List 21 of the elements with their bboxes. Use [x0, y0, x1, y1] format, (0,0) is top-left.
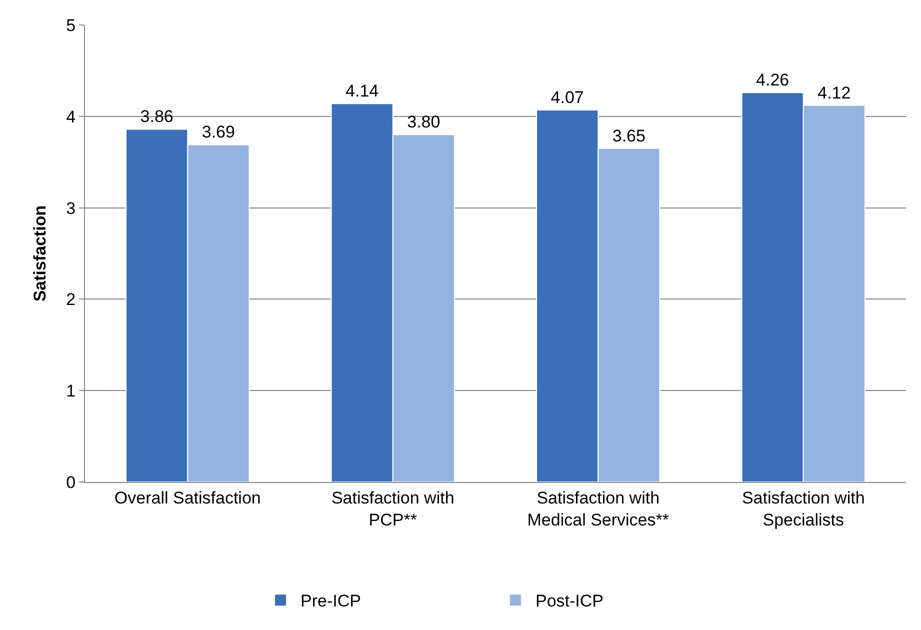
data-label: 4.12 [818, 83, 851, 102]
legend-label: Pre-ICP [300, 592, 361, 611]
y-tick-label: 3 [66, 198, 76, 218]
data-label: 3.80 [407, 112, 440, 132]
y-tick-label: 5 [66, 16, 76, 35]
data-label: 3.86 [140, 107, 174, 126]
x-tick-label: Satisfaction with Medical Services** [527, 488, 670, 530]
y-tick-label: 2 [66, 290, 76, 310]
data-label: 3.65 [612, 126, 646, 146]
legend-label: Post-ICP [536, 592, 604, 611]
x-tick-label: Overall Satisfaction [114, 488, 261, 508]
x-tick-label: Satisfaction with PCP** [331, 488, 454, 530]
y-tick-label: 1 [66, 382, 76, 401]
y-tick-label: 0 [66, 472, 76, 492]
data-label: 4.07 [550, 88, 584, 107]
y-axis-title: Satisfaction [30, 205, 50, 302]
data-label: 4.26 [756, 70, 790, 90]
data-label: 4.14 [346, 82, 379, 101]
x-tick-label: Satisfaction with Specialists [742, 488, 865, 530]
data-label: 3.69 [202, 122, 235, 142]
y-tick-label: 4 [66, 107, 76, 126]
